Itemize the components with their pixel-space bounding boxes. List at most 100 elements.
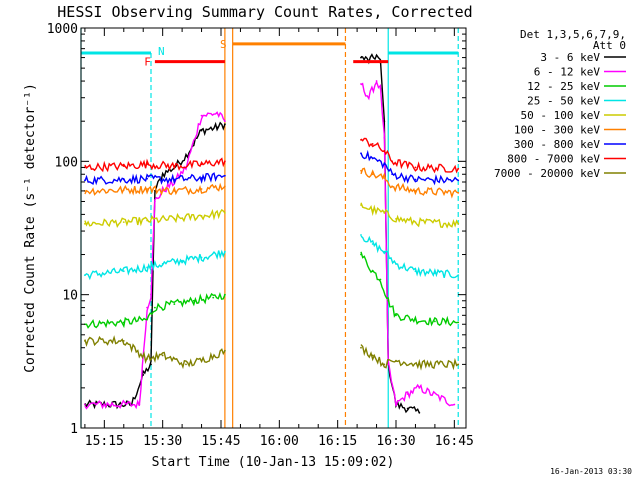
series-5 <box>83 202 460 229</box>
series-line <box>360 167 459 199</box>
data-point <box>360 152 362 155</box>
legend-label: 300 - 800 keV <box>514 138 600 151</box>
data-point <box>391 173 394 176</box>
data-point <box>395 359 397 362</box>
data-point <box>122 165 125 168</box>
data-point <box>457 274 460 277</box>
data-point <box>161 263 164 265</box>
data-point <box>406 393 409 395</box>
x-tick-label: 15:45 <box>201 434 240 449</box>
data-point <box>433 272 436 275</box>
data-point <box>414 221 417 224</box>
data-point <box>457 191 460 194</box>
series-3 <box>83 251 460 329</box>
series-line <box>360 80 455 407</box>
data-point <box>360 83 362 85</box>
data-point <box>223 349 226 352</box>
data-point <box>383 136 386 139</box>
data-point <box>457 321 460 324</box>
data-point <box>395 314 397 317</box>
data-point <box>367 96 370 99</box>
data-point <box>406 407 409 410</box>
series-4 <box>83 234 460 281</box>
data-point <box>200 256 203 259</box>
legend-label: 6 - 12 keV <box>534 66 601 79</box>
data-point <box>150 363 152 366</box>
chart-title: HESSI Observing Summary Count Rates, Cor… <box>57 3 472 21</box>
data-point <box>457 167 460 170</box>
footer-timestamp: 16-Jan-2013 03:30 <box>550 467 632 476</box>
data-point <box>200 114 203 117</box>
y-tick-label: 1 <box>70 422 78 437</box>
data-point <box>395 218 397 220</box>
series-line <box>360 344 459 371</box>
data-point <box>371 209 374 212</box>
series-1 <box>83 53 421 414</box>
series-line <box>360 202 459 229</box>
data-point <box>153 190 156 192</box>
data-point <box>173 303 176 305</box>
data-point <box>216 126 219 129</box>
time-markers <box>80 28 459 428</box>
data-point <box>387 363 390 366</box>
series-9 <box>83 335 460 371</box>
series-line <box>84 172 226 186</box>
data-point <box>379 278 382 281</box>
data-point <box>414 190 417 192</box>
data-point <box>200 359 203 362</box>
data-point <box>216 112 219 115</box>
data-point <box>146 188 149 190</box>
data-point <box>212 296 215 299</box>
data-point <box>161 173 164 176</box>
data-point <box>122 178 125 181</box>
data-point <box>223 250 226 253</box>
data-point <box>83 403 86 406</box>
data-point <box>150 293 152 296</box>
legend-header: Det 1,3,5,6,7,9, <box>520 28 626 41</box>
data-point <box>360 234 362 236</box>
series-line <box>360 137 459 174</box>
data-point <box>161 354 164 357</box>
data-point <box>146 306 149 309</box>
y-axis-label: Corrected Count Rate (s⁻¹ detector⁻¹) <box>23 83 38 373</box>
data-point <box>418 411 421 414</box>
x-tick-label: 15:15 <box>85 434 124 449</box>
data-point <box>391 160 394 163</box>
data-point <box>146 219 149 222</box>
data-point <box>395 263 397 265</box>
series-2 <box>83 80 456 410</box>
data-point <box>457 179 460 182</box>
series-line <box>360 251 459 327</box>
data-point <box>360 346 362 349</box>
data-point <box>122 221 125 224</box>
data-point <box>181 259 184 262</box>
data-point <box>383 363 386 366</box>
data-point <box>146 318 149 321</box>
x-tick-label: 16:45 <box>435 434 474 449</box>
data-point <box>223 212 226 214</box>
data-point <box>223 160 226 163</box>
series-6 <box>83 167 460 199</box>
data-point <box>395 403 397 406</box>
data-point <box>360 204 362 206</box>
flag-label: N <box>158 45 165 58</box>
data-point <box>200 177 203 179</box>
data-point <box>122 321 125 324</box>
data-point <box>122 270 125 273</box>
data-point <box>200 214 203 217</box>
y-tick-label: 1000 <box>47 22 78 37</box>
data-point <box>223 293 226 296</box>
data-point <box>383 149 386 152</box>
legend: Det 1,3,5,6,7,9,Att 03 - 6 keV 6 - 12 keV… <box>494 28 626 180</box>
data-point <box>223 123 226 126</box>
data-point <box>142 374 145 376</box>
data-point <box>200 188 203 190</box>
series-8 <box>83 137 460 174</box>
data-point <box>371 173 374 176</box>
data-point <box>387 299 390 302</box>
data-point <box>418 386 421 389</box>
data-point <box>138 403 141 406</box>
data-point <box>122 340 125 342</box>
series-line <box>84 182 226 196</box>
data-point <box>383 163 386 166</box>
